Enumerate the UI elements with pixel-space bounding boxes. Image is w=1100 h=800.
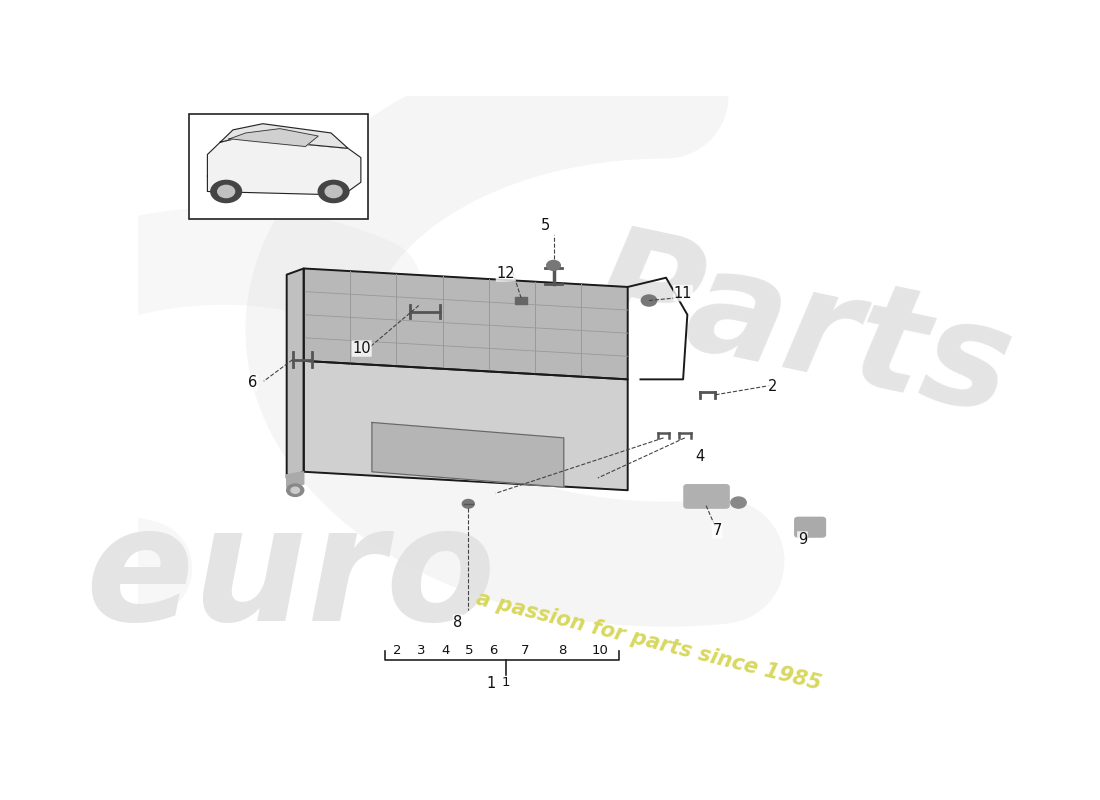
- Text: 7: 7: [520, 643, 529, 657]
- Text: 10: 10: [352, 341, 371, 356]
- FancyBboxPatch shape: [684, 485, 729, 508]
- Polygon shape: [208, 139, 361, 194]
- Polygon shape: [220, 124, 348, 148]
- Bar: [515, 297, 527, 304]
- Text: 2: 2: [393, 643, 402, 657]
- Text: 4: 4: [695, 449, 705, 464]
- Circle shape: [287, 484, 304, 496]
- FancyBboxPatch shape: [795, 518, 825, 537]
- Circle shape: [290, 487, 299, 494]
- Circle shape: [211, 180, 242, 202]
- Text: 4: 4: [441, 643, 450, 657]
- Text: 3: 3: [417, 643, 426, 657]
- Text: 8: 8: [559, 643, 566, 657]
- Text: 12: 12: [496, 266, 515, 281]
- Circle shape: [318, 180, 349, 202]
- Text: 10: 10: [592, 643, 608, 657]
- Text: 6: 6: [248, 375, 257, 390]
- Text: 8: 8: [453, 615, 463, 630]
- Circle shape: [730, 497, 746, 508]
- Polygon shape: [229, 129, 318, 146]
- Text: euro: euro: [86, 499, 496, 654]
- Polygon shape: [304, 269, 628, 379]
- Polygon shape: [304, 361, 628, 490]
- Polygon shape: [287, 269, 304, 478]
- Circle shape: [462, 499, 474, 508]
- Bar: [189, 114, 367, 219]
- Text: a passion for parts since 1985: a passion for parts since 1985: [474, 589, 824, 694]
- Polygon shape: [372, 422, 563, 487]
- Circle shape: [641, 295, 657, 306]
- Text: 11: 11: [674, 286, 692, 301]
- Text: 1: 1: [502, 676, 510, 690]
- Polygon shape: [287, 472, 304, 487]
- Text: 2: 2: [768, 379, 778, 394]
- Text: 9: 9: [798, 532, 807, 547]
- Circle shape: [326, 186, 342, 198]
- Text: 5: 5: [540, 218, 550, 233]
- Text: 5: 5: [465, 643, 474, 657]
- Text: Parts: Parts: [580, 217, 1025, 443]
- Circle shape: [547, 261, 560, 270]
- Text: 6: 6: [490, 643, 498, 657]
- Circle shape: [218, 186, 234, 198]
- Text: 7: 7: [713, 522, 722, 538]
- Text: 1: 1: [486, 675, 496, 690]
